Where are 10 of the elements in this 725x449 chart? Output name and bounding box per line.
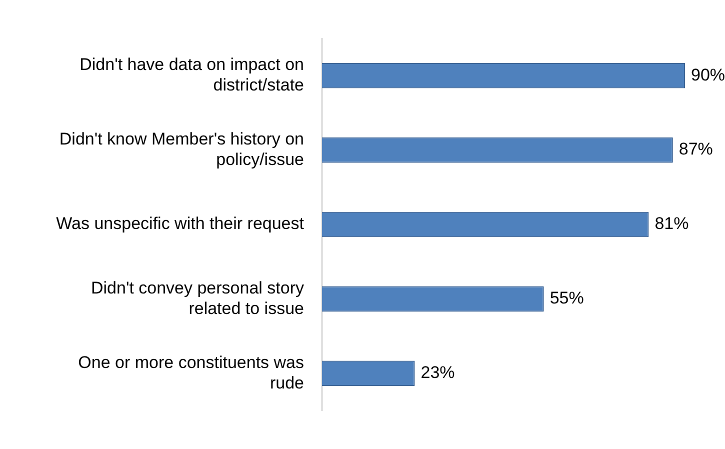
data-label: 23% [420, 363, 455, 382]
y-tick-label: Didn't know Member's history on policy/issue [59, 130, 304, 169]
y-tick-label: One or more constituents was rude [78, 352, 304, 392]
y-tick-label: Didn't convey personal story related to issue [90, 278, 304, 318]
y-tick-label: Didn't have data on impact on district/state [80, 55, 304, 95]
data-label: 87% [678, 140, 713, 159]
y-tick-label: Was unspecific with their request [56, 214, 304, 234]
data-label: 90% [691, 65, 725, 84]
data-label: 55% [550, 288, 584, 308]
data-label: 81% [654, 214, 689, 234]
